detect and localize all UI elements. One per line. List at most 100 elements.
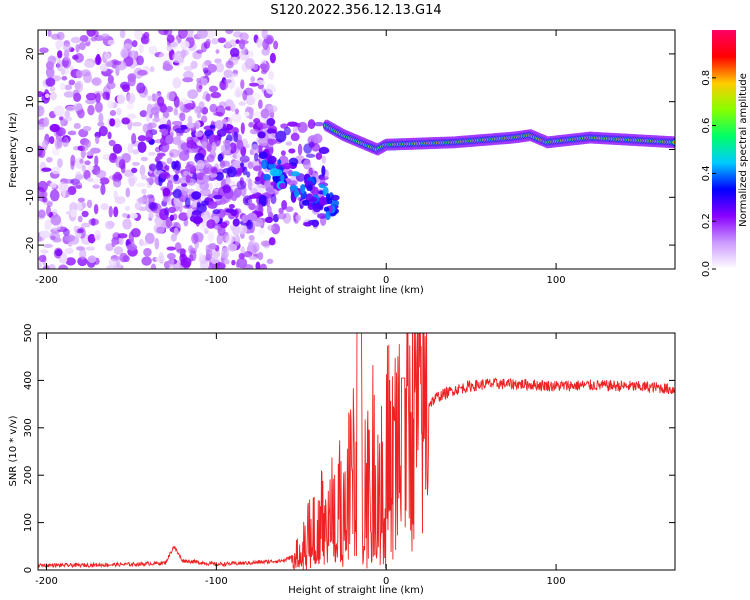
heatmap-cell bbox=[259, 63, 268, 70]
heatmap-cell bbox=[258, 123, 269, 129]
heatmap-cell bbox=[172, 188, 182, 199]
heatmap-cell bbox=[173, 174, 179, 182]
heatmap-cell bbox=[217, 153, 224, 163]
heatmap-cell bbox=[73, 92, 82, 103]
heatmap-cell bbox=[61, 56, 72, 69]
heatmap-cell bbox=[236, 139, 244, 150]
heatmap-cell bbox=[241, 214, 248, 224]
heatmap-cell bbox=[107, 74, 114, 84]
heatmap-cell bbox=[254, 180, 262, 185]
heatmap-cell bbox=[40, 249, 49, 254]
heatmap-cell bbox=[201, 141, 208, 149]
heatmap-cell bbox=[265, 216, 274, 224]
heatmap-cell bbox=[86, 199, 93, 209]
heatmap-cell bbox=[102, 91, 110, 100]
heatmap-cell bbox=[113, 246, 124, 255]
heatmap-cell bbox=[150, 106, 160, 116]
heatmap-cell bbox=[126, 102, 135, 110]
heatmap-cell bbox=[314, 121, 324, 127]
heatmap-cell bbox=[225, 30, 234, 35]
heatmap-cell bbox=[196, 81, 203, 93]
heatmap-cell bbox=[152, 117, 161, 123]
heatmap-cell bbox=[135, 182, 146, 187]
snr-y-tick-label: 500 bbox=[23, 323, 34, 342]
heatmap-cell bbox=[239, 155, 250, 163]
heatmap-cell bbox=[312, 133, 323, 144]
snr-panel: -200 -100 0 100 0 100 200 300 400 500 Height of s… bbox=[8, 323, 676, 596]
colorbar-tick-label: 0.0 bbox=[701, 261, 712, 277]
heatmap-cell bbox=[226, 166, 237, 178]
heatmap-cell bbox=[196, 30, 208, 39]
heatmap-cell bbox=[220, 143, 232, 155]
heatmap-cell bbox=[227, 243, 238, 252]
heatmap-cell bbox=[63, 49, 70, 58]
heatmap-cell bbox=[303, 159, 311, 170]
heatmap-cell bbox=[287, 180, 298, 186]
heatmap-cell bbox=[166, 246, 176, 251]
heatmap-cell bbox=[86, 30, 96, 37]
heatmap-cell bbox=[258, 203, 263, 214]
heatmap-cell bbox=[210, 166, 218, 174]
heatmap-cell bbox=[178, 177, 188, 184]
heatmap-cell bbox=[77, 197, 85, 203]
heatmap-cell bbox=[270, 181, 276, 186]
heatmap-cell bbox=[257, 251, 264, 261]
heatmap-cell bbox=[126, 92, 136, 104]
heatmap-cell bbox=[122, 212, 128, 218]
heatmap-cell bbox=[166, 252, 176, 260]
heatmap-cell bbox=[201, 106, 209, 115]
heatmap-cell bbox=[280, 150, 286, 156]
heatmap-cell bbox=[169, 152, 174, 158]
heatmap-cell bbox=[63, 91, 75, 98]
heatmap-cell bbox=[148, 45, 158, 55]
heatmap-cell bbox=[215, 62, 225, 73]
heatmap-cell bbox=[289, 185, 299, 191]
heatmap-cell bbox=[260, 240, 272, 247]
heatmap-cell bbox=[100, 203, 109, 211]
heatmap-cell bbox=[321, 155, 326, 164]
heatmap-cell bbox=[38, 209, 46, 219]
heatmap-cell bbox=[138, 44, 144, 53]
heatmap-cell bbox=[114, 196, 126, 205]
heatmap-cell bbox=[247, 199, 253, 205]
figure-title: S120.2022.356.12.13.G14 bbox=[270, 3, 441, 18]
heatmap-cell bbox=[255, 261, 261, 269]
heatmap-cell bbox=[245, 143, 251, 149]
heatmap-cell bbox=[225, 60, 234, 69]
heatmap-cell bbox=[130, 228, 141, 238]
heatmap-cell bbox=[183, 170, 189, 176]
heatmap-cell bbox=[176, 248, 187, 254]
heatmap-cell bbox=[260, 108, 270, 119]
heatmap-cell bbox=[293, 189, 300, 198]
heatmap-cell bbox=[194, 130, 204, 137]
heatmap-cell bbox=[240, 122, 245, 135]
heatmap-cell bbox=[283, 126, 291, 136]
heatmap-cell bbox=[238, 39, 246, 50]
heatmap-cell bbox=[159, 145, 166, 152]
heatmap-cell bbox=[52, 225, 61, 231]
heatmap-cell bbox=[233, 131, 239, 143]
heatmap-cell bbox=[268, 70, 275, 81]
heatmap-cell bbox=[265, 195, 271, 208]
heatmap-cell bbox=[148, 163, 157, 171]
heatmap-y-tick-label: 10 bbox=[25, 95, 36, 108]
heatmap-cell bbox=[77, 256, 88, 267]
heatmap-cell bbox=[140, 175, 148, 181]
heatmap-cell bbox=[208, 242, 217, 250]
snr-x-tick-label: -200 bbox=[35, 576, 58, 587]
heatmap-cell bbox=[266, 128, 277, 135]
heatmap-cell bbox=[288, 148, 296, 154]
heatmap-cell bbox=[149, 175, 156, 184]
heatmap-cell bbox=[45, 156, 53, 163]
heatmap-cell bbox=[61, 186, 66, 198]
heatmap-cell bbox=[39, 230, 51, 239]
heatmap-y-tick-label: 20 bbox=[25, 48, 36, 61]
heatmap-cell bbox=[280, 123, 289, 129]
heatmap-cell bbox=[81, 164, 87, 173]
heatmap-cells bbox=[38, 30, 675, 269]
heatmap-cell bbox=[179, 101, 184, 112]
heatmap-cell bbox=[118, 236, 124, 246]
heatmap-cell bbox=[171, 136, 181, 145]
heatmap-cell bbox=[191, 233, 199, 244]
